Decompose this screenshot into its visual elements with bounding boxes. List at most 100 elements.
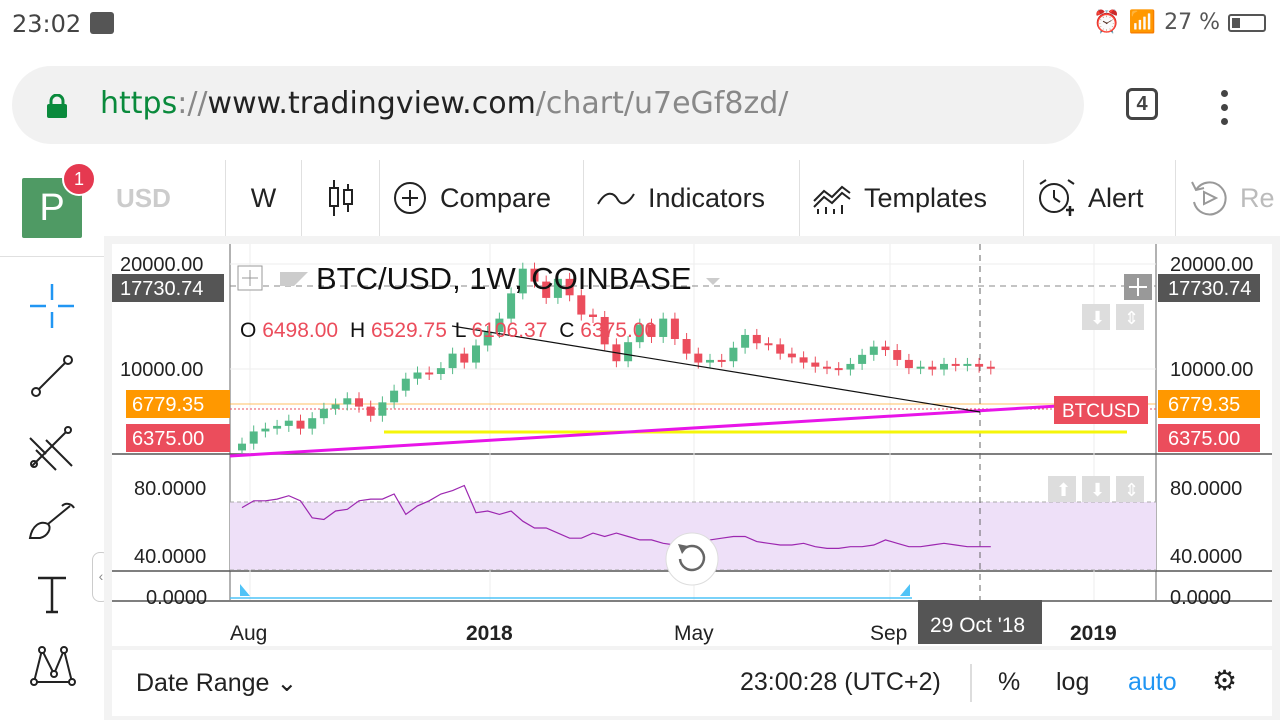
pane-controls-rsi[interactable]: ⬆ ⬇ ⇕	[1048, 476, 1144, 502]
auto-scale-button[interactable]: auto	[1128, 668, 1177, 696]
descending-trendline[interactable]	[451, 325, 981, 413]
settings-gear-icon[interactable]: ⚙	[1212, 665, 1238, 696]
left-last-price: 6375.00	[132, 428, 204, 450]
overflow-menu-icon[interactable]	[1212, 86, 1236, 126]
chart-area: 20000.00 10000.00 17730.74 6779.35 6375.…	[104, 236, 1280, 648]
right-crosshair-price-bg	[1158, 274, 1260, 302]
svg-text:⇕: ⇕	[1124, 480, 1139, 500]
interval-label: W	[250, 182, 277, 213]
drawing-tools-sidebar: P 1	[0, 160, 105, 720]
candle	[776, 344, 785, 354]
replay-label: Re	[1240, 182, 1275, 213]
crosshair-icon[interactable]	[22, 276, 82, 336]
alarm-clock-icon	[1039, 179, 1075, 216]
candle	[425, 372, 434, 375]
candle	[986, 366, 995, 369]
replay-button[interactable]: Re	[1176, 160, 1280, 236]
candle	[460, 353, 469, 363]
clock-label[interactable]: 23:00:28 (UTC+2)	[740, 668, 941, 696]
chart-canvas[interactable]: 20000.00 10000.00 17730.74 6779.35 6375.…	[112, 244, 1272, 648]
crosshair-date: 29 Oct '18	[930, 614, 1025, 637]
left-tick-10000: 10000.00	[120, 359, 203, 381]
url-text: https://www.tradingview.com/chart/u7eGf8…	[100, 86, 788, 121]
candle	[893, 350, 902, 360]
series-label: BTCUSD	[1062, 401, 1140, 422]
candle	[834, 368, 843, 371]
candle	[495, 318, 504, 333]
replay-icon	[1191, 181, 1227, 216]
compare-label: Compare	[440, 182, 552, 213]
right-rsi-tick-80: 80.0000	[1170, 478, 1242, 500]
candle	[483, 332, 492, 346]
divider	[970, 664, 972, 702]
candle	[355, 398, 363, 407]
symbol-button[interactable]: USD	[104, 160, 226, 236]
pane-controls-main[interactable]: ⬇ ⇕	[1082, 274, 1152, 330]
alarm-icon: ⏰	[1093, 10, 1121, 35]
indicators-button[interactable]: Indicators	[584, 160, 800, 236]
candle	[331, 404, 340, 409]
bottom-toolbar: Date Range ⌄ 23:00:28 (UTC+2) % log auto…	[104, 646, 1280, 720]
candle	[717, 359, 726, 362]
x-label-may: May	[674, 622, 714, 645]
status-icons: ⏰ 📶 27 %	[1093, 10, 1266, 35]
candle	[413, 372, 422, 379]
svg-text:⬇: ⬇	[1090, 308, 1105, 328]
date-range-label: Date Range	[136, 669, 270, 697]
candle	[448, 353, 457, 369]
text-tool-icon[interactable]	[22, 564, 82, 624]
candle	[436, 368, 445, 375]
title-dropdown-icon[interactable]	[706, 278, 720, 285]
brush-icon[interactable]	[22, 490, 82, 550]
rsi-line	[241, 484, 991, 549]
candle	[624, 342, 633, 362]
pitchfork-icon[interactable]	[22, 416, 82, 476]
candle	[787, 353, 796, 358]
log-scale-button[interactable]: log	[1056, 668, 1090, 696]
candle	[390, 390, 399, 403]
left-orange-price-bg	[126, 390, 230, 418]
crosshair-date-bg	[918, 600, 1042, 644]
left-crosshair-price-bg	[112, 274, 224, 302]
chart-svg[interactable]: 20000.00 10000.00 17730.74 6779.35 6375.…	[112, 244, 1272, 648]
svg-text:⇕: ⇕	[1124, 308, 1139, 328]
candle	[238, 443, 246, 451]
chart-style-button[interactable]	[302, 160, 380, 236]
svg-text:⬇: ⬇	[1090, 480, 1105, 500]
alert-button[interactable]: Alert	[1024, 160, 1176, 236]
right-tick-20000: 20000.00	[1170, 254, 1253, 276]
left-rsi-tick-80: 80.0000	[134, 478, 206, 500]
candle	[472, 345, 480, 363]
pattern-tool-icon[interactable]	[22, 634, 82, 694]
left-crosshair-price: 17730.74	[120, 278, 203, 300]
notification-badge[interactable]: 1	[62, 162, 96, 196]
compare-button[interactable]: Compare	[380, 160, 584, 236]
interval-button[interactable]: W	[226, 160, 302, 236]
templates-button[interactable]: Templates	[800, 160, 1024, 236]
x-label-aug: Aug	[230, 622, 267, 645]
candle	[951, 363, 960, 366]
candle	[635, 324, 644, 343]
ascending-trendline[interactable]	[229, 404, 1059, 458]
symbol-label: USD	[116, 182, 171, 213]
chart-title[interactable]: BTC/USD, 1W, COINBASE	[316, 261, 692, 296]
candles-icon	[328, 180, 353, 216]
status-time: 23:02	[12, 10, 82, 38]
x-label-2019: 2019	[1070, 622, 1117, 645]
trend-line-icon[interactable]	[22, 346, 82, 406]
reset-chart-button[interactable]	[665, 532, 719, 586]
date-range-button[interactable]: Date Range ⌄	[136, 668, 297, 698]
candle	[284, 420, 293, 426]
candle	[904, 359, 913, 369]
url-field[interactable]: https://www.tradingview.com/chart/u7eGf8…	[12, 66, 1084, 144]
candle	[249, 431, 258, 444]
candle	[811, 362, 820, 367]
lock-icon	[47, 94, 67, 118]
third-pane-marker-left	[240, 584, 250, 596]
right-rsi-tick-40: 40.0000	[1170, 546, 1242, 568]
refresh-icon	[678, 544, 706, 572]
tab-switcher-button[interactable]: 4	[1126, 88, 1158, 120]
percent-scale-button[interactable]: %	[998, 668, 1021, 696]
right-orange-price-bg	[1158, 390, 1260, 418]
battery-percent: 27 %	[1164, 10, 1220, 35]
